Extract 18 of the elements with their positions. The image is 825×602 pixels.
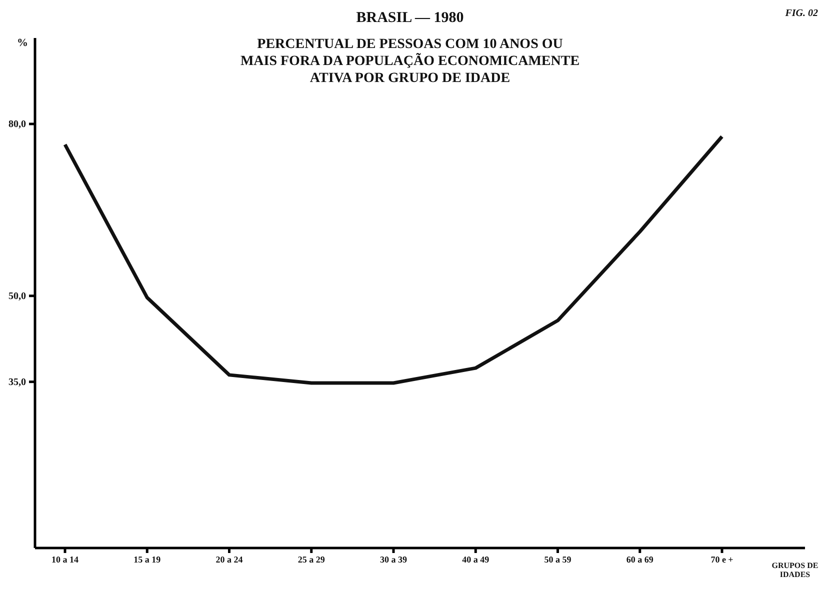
chart-title: BRASIL — 1980 <box>356 10 464 26</box>
x-tick-label: 30 a 39 <box>380 554 408 564</box>
y-tick-label: 50,0 <box>8 291 26 302</box>
y-tick-label: 80,0 <box>8 119 26 130</box>
x-tick-label: 15 a 19 <box>134 554 162 564</box>
x-axis-title: GRUPOS DE IDADES <box>772 561 818 579</box>
x-tick-label: 70 e + <box>710 554 734 564</box>
x-tick-label: 40 a 49 <box>462 554 490 564</box>
x-tick-label: 60 a 69 <box>626 554 654 564</box>
line-series <box>63 134 724 385</box>
y-tick-label: 35,0 <box>8 377 26 388</box>
text: PERCENTUAL DE PESSOAS COM 10 ANOS OU MAIS FORA DA POPULAÇÃO ECONOMICAMENTE ATIVA POR GRUPO DE IDADE <box>240 37 580 86</box>
x-tick-label: 10 a 14 <box>52 554 79 564</box>
x-tick-label: 25 a 29 <box>298 554 326 564</box>
x-tick-label: 20 a 24 <box>216 554 244 564</box>
x-tick-label: 50 a 59 <box>544 554 572 564</box>
caption: FIG. 02 <box>784 8 818 19</box>
y-axis-title: % <box>17 37 28 49</box>
